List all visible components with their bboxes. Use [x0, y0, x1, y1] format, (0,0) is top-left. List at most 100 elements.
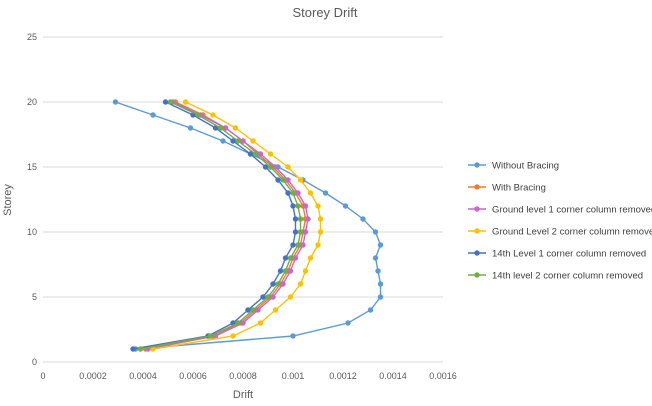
- chart-title: Storey Drift: [292, 5, 357, 20]
- data-point: [307, 190, 314, 196]
- data-point: [257, 320, 264, 326]
- series-line: [140, 101, 302, 350]
- legend-marker: [474, 228, 480, 234]
- data-point: [240, 138, 246, 144]
- data-point: [245, 307, 251, 313]
- data-point: [272, 164, 279, 170]
- data-point: [302, 203, 309, 209]
- data-point: [295, 203, 301, 209]
- data-point: [290, 203, 296, 209]
- x-tick-label: 0.0004: [129, 371, 157, 381]
- x-tick-label: 0: [40, 371, 45, 381]
- legend-marker: [474, 206, 480, 212]
- data-point: [375, 268, 381, 274]
- legend-label: 14th level 2 corner column removed: [492, 271, 643, 282]
- legend-item: 14th level 2 corner column removed: [468, 271, 643, 282]
- data-point: [187, 125, 194, 131]
- data-point: [270, 294, 276, 300]
- data-point: [287, 294, 294, 300]
- tick-labels: 0 5 10 15 20 25 0 0.0002 0.0004 0.0006 0.0008 0.001…: [27, 32, 457, 381]
- data-point: [150, 112, 156, 118]
- series-0: [112, 99, 384, 352]
- data-point: [282, 255, 289, 261]
- y-tick-label: 0: [32, 357, 37, 367]
- x-tick-label: 0.0006: [179, 371, 207, 381]
- data-point: [315, 242, 321, 248]
- y-tick-label: 10: [27, 227, 37, 237]
- legend-label: Ground Level 2 corner column remover: [492, 227, 652, 238]
- series-line: [147, 101, 309, 350]
- x-tick-label: 0.0008: [229, 371, 257, 381]
- legend-item: Without Bracing: [468, 161, 559, 172]
- data-point: [297, 177, 304, 183]
- data-point: [280, 281, 286, 287]
- x-tick-label: 0.0002: [79, 371, 107, 381]
- legend-item: Ground Level 2 corner column remover: [468, 227, 652, 238]
- data-point: [285, 177, 291, 183]
- data-point: [255, 307, 261, 313]
- x-axis-title: Drift: [233, 389, 253, 401]
- data-point: [287, 268, 294, 274]
- data-point: [162, 99, 169, 105]
- data-point: [235, 138, 241, 144]
- data-point: [137, 346, 144, 352]
- data-point: [272, 307, 279, 313]
- data-point: [322, 190, 329, 196]
- data-point: [167, 99, 174, 105]
- legend-marker: [474, 250, 480, 256]
- data-point: [297, 229, 304, 235]
- data-point: [210, 112, 216, 118]
- y-tick-label: 15: [27, 162, 37, 172]
- series-lines: [112, 99, 384, 352]
- series-line: [145, 101, 307, 350]
- data-point: [297, 281, 304, 287]
- data-point: [262, 164, 269, 170]
- legend-marker: [474, 184, 480, 190]
- data-point: [267, 164, 274, 170]
- data-point: [300, 242, 306, 248]
- series-line: [115, 101, 382, 350]
- data-point: [182, 99, 189, 105]
- data-point: [260, 294, 266, 300]
- data-point: [250, 138, 256, 144]
- data-point: [290, 333, 296, 339]
- data-point: [150, 346, 156, 352]
- y-tick-label: 25: [27, 32, 37, 42]
- data-point: [280, 177, 286, 183]
- data-point: [377, 281, 384, 287]
- data-point: [195, 112, 201, 118]
- data-point: [252, 151, 259, 157]
- legend-label: Without Bracing: [492, 161, 559, 172]
- data-point: [360, 216, 366, 222]
- data-point: [302, 229, 309, 235]
- data-point: [292, 255, 299, 261]
- legend-marker: [474, 272, 480, 278]
- series-4: [130, 99, 299, 352]
- data-point: [232, 125, 239, 131]
- data-point: [217, 125, 224, 131]
- legend-item: Ground level 1 corner column removed: [468, 205, 652, 216]
- series-line: [152, 101, 322, 350]
- data-point: [230, 138, 236, 144]
- data-point: [250, 307, 256, 313]
- data-point: [270, 281, 276, 287]
- data-point: [275, 177, 281, 183]
- data-point: [222, 125, 229, 131]
- data-point: [112, 99, 119, 105]
- data-point: [285, 164, 291, 170]
- legend-item: 14th Level 1 corner column removed: [468, 249, 646, 260]
- data-point: [367, 307, 374, 313]
- data-point: [277, 268, 284, 274]
- data-point: [207, 333, 214, 339]
- data-point: [377, 294, 384, 300]
- data-point: [265, 294, 271, 300]
- series-3: [150, 99, 324, 352]
- legend-marker: [474, 162, 480, 168]
- data-point: [317, 216, 324, 222]
- data-point: [290, 190, 296, 196]
- x-tick-label: 0.0012: [329, 371, 357, 381]
- y-tick-label: 20: [27, 97, 37, 107]
- data-point: [130, 346, 136, 352]
- data-point: [305, 216, 311, 222]
